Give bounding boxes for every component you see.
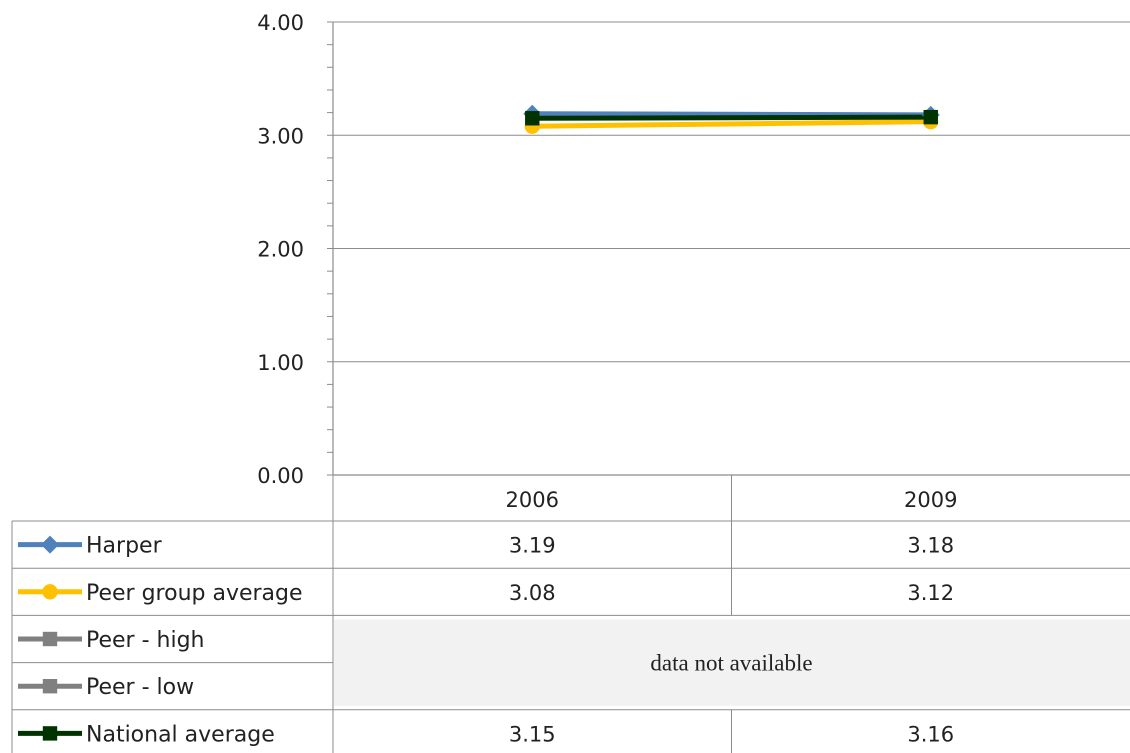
series-line xyxy=(529,119,934,129)
data-label: 3.18 xyxy=(907,534,954,558)
legend-label: Peer - high xyxy=(86,628,205,653)
unavailable-block xyxy=(334,619,1130,706)
legend-label: Peer group average xyxy=(86,581,303,606)
data-table: data not available 2006 2009 Harper 3.19 3.18… xyxy=(11,474,1130,753)
data-label: 3.15 xyxy=(509,722,556,746)
unavailable-note: data not available xyxy=(650,651,812,676)
series-markers xyxy=(523,104,940,134)
data-label: 3.19 xyxy=(509,534,556,558)
series-lines xyxy=(529,111,934,129)
data-label: 3.08 xyxy=(509,581,556,605)
data-label: 3.12 xyxy=(907,581,954,605)
legend-key-marker xyxy=(41,535,59,554)
gridlines xyxy=(333,21,1130,363)
legend-label: Peer - low xyxy=(86,675,194,700)
legend-key-marker xyxy=(42,584,58,600)
data-point xyxy=(923,109,938,125)
data-point xyxy=(525,111,540,126)
y-tick-label: 2.00 xyxy=(257,238,304,262)
series-line xyxy=(529,111,934,118)
x-category-label: 2009 xyxy=(904,488,957,512)
y-tick-label: 3.00 xyxy=(257,124,304,148)
series-line xyxy=(529,114,934,121)
legend-key-marker xyxy=(42,726,58,741)
y-tick-label: 1.00 xyxy=(257,351,304,375)
legend-key-marker xyxy=(42,679,58,694)
data-label: 3.16 xyxy=(907,722,954,746)
x-category-label: 2006 xyxy=(506,488,559,512)
y-axis-minor-ticks xyxy=(327,21,333,476)
y-tick-label: 4.00 xyxy=(257,11,304,35)
legend-label: National average xyxy=(86,722,275,747)
legend-key-marker xyxy=(42,631,58,647)
y-axis-tick-labels: 0.00 1.00 2.00 3.00 4.00 xyxy=(257,11,304,488)
legend-label: Harper xyxy=(86,534,163,559)
y-tick-label: 0.00 xyxy=(257,464,304,488)
